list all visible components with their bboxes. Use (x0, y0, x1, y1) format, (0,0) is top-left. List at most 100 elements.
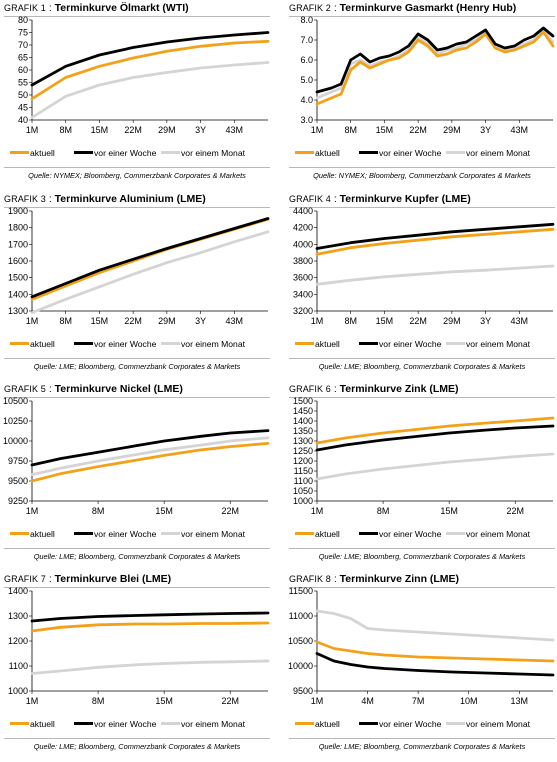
title-separator: : (333, 193, 337, 205)
legend-item: aktuell (295, 529, 340, 539)
legend-swatch (161, 342, 180, 346)
legend-label: vor einem Monat (466, 719, 531, 729)
x-tick-label: 1M (26, 125, 39, 135)
y-tick-label: 1900 (8, 206, 28, 216)
line-chart: 1000 1100 1200 1300 1400 1M 8M 15M 22M (8, 586, 270, 706)
chart-source: Quelle: NYMEX; Bloomberg, Commerzbank Co… (4, 167, 270, 180)
line-chart: 1300 1400 1500 1600 1700 1800 1900 1M 8M 15M 22M 29… (8, 206, 270, 326)
chart-title: GRAFIK 7: Terminkurve Blei (LME) (4, 573, 270, 588)
legend-swatch (359, 342, 378, 346)
title-separator: : (48, 383, 52, 395)
series-line-aktuell (315, 640, 555, 663)
legend-label: aktuell (315, 339, 340, 349)
x-tick-label: 22M (409, 125, 427, 135)
legend-label: vor einem Monat (466, 148, 531, 158)
y-tick-label: 1150 (294, 466, 313, 476)
x-tick-label: 43M (226, 125, 244, 135)
chart-title: GRAFIK 3: Terminkurve Aluminium (LME) (4, 193, 270, 208)
legend-swatch (295, 151, 314, 155)
x-tick-label: 8M (344, 125, 357, 135)
chart-source: Quelle: LME; Bloomberg, Commerzbank Corp… (289, 738, 555, 751)
x-tick-label: 3Y (195, 125, 206, 135)
y-tick-label: 1700 (8, 239, 28, 249)
y-tick-label: 11000 (289, 611, 313, 621)
chart-source: Quelle: LME; Bloomberg, Commerzbank Corp… (289, 548, 555, 561)
series-line-vor-einem-Monat (30, 61, 270, 119)
legend-swatch (359, 532, 378, 536)
y-tick-label: 70 (18, 40, 28, 50)
legend-item: aktuell (10, 529, 55, 539)
x-tick-label: 22M (124, 316, 142, 326)
x-tick-label: 22M (409, 316, 427, 326)
legend-swatch (359, 151, 378, 155)
chart-source: Quelle: NYMEX; Bloomberg, Commerzbank Co… (289, 167, 555, 180)
legend-item: vor einer Woche (359, 529, 441, 539)
legend-label: vor einem Monat (181, 719, 246, 729)
x-tick-label: 7M (412, 696, 425, 706)
legend-swatch (10, 342, 29, 346)
title-separator: : (333, 2, 337, 14)
legend-swatch (446, 151, 465, 155)
y-tick-label: 5.0 (300, 75, 313, 85)
x-tick-label: 8M (59, 125, 72, 135)
legend-label: vor einer Woche (379, 148, 442, 158)
legend-item: vor einer Woche (74, 339, 156, 349)
legend-label: vor einem Monat (181, 339, 246, 349)
legend-swatch (10, 532, 29, 536)
legend-swatch (10, 151, 29, 155)
legend-swatch (359, 722, 378, 726)
chart-title: GRAFIK 1: Terminkurve Ölmarkt (WTI) (4, 2, 270, 17)
chart-title-text: Terminkurve Kupfer (LME) (339, 193, 471, 205)
x-tick-label: 15M (376, 316, 394, 326)
x-tick-label: 29M (158, 316, 176, 326)
legend-item: vor einem Monat (446, 148, 530, 158)
legend-item: aktuell (295, 148, 340, 158)
series-line-aktuell (30, 442, 270, 483)
series-line-vor-einer-Woche (30, 31, 270, 87)
legend-item: vor einer Woche (74, 529, 156, 539)
series-line-vor-einem-Monat (315, 452, 555, 481)
legend-label: aktuell (30, 148, 55, 158)
legend-label: vor einer Woche (94, 719, 157, 729)
chart-number: GRAFIK 4 (289, 194, 331, 204)
chart-title: GRAFIK 4: Terminkurve Kupfer (LME) (289, 193, 555, 208)
y-tick-label: 65 (18, 53, 28, 63)
y-tick-label: 9500 (293, 686, 313, 696)
legend-label: aktuell (30, 339, 55, 349)
y-tick-label: 4.0 (300, 95, 313, 105)
series-line-vor-einem-Monat (30, 659, 270, 675)
y-tick-label: 1800 (8, 223, 28, 233)
line-chart: 9250 9500 9750 10000 10250 10500 1M 8M 15M 22M (3, 396, 270, 516)
y-tick-label: 1500 (293, 396, 313, 406)
chart-title: GRAFIK 6: Terminkurve Zink (LME) (289, 383, 555, 398)
x-tick-label: 1M (26, 506, 39, 516)
legend-swatch (446, 722, 465, 726)
series-line-aktuell (30, 621, 270, 633)
y-tick-label: 4000 (293, 239, 313, 249)
series-line-vor-einer-Woche (315, 652, 555, 677)
chart-number: GRAFIK 5 (4, 384, 46, 394)
chart-legend: aktuell vor einer Woche vor einem Monat (4, 148, 270, 160)
y-tick-label: 1300 (8, 306, 28, 316)
y-tick-label: 11500 (289, 586, 313, 596)
y-tick-label: 1300 (8, 611, 28, 621)
x-tick-label: 43M (511, 316, 529, 326)
line-chart: 3.0 4.0 5.0 6.0 7.0 8.0 1M 8M 15M 22M 29M 3Y 43M (300, 15, 555, 135)
chart-panel-7: GRAFIK 7: Terminkurve Blei (LME) 1000 1100… (4, 573, 270, 758)
chart-source: Quelle: LME; Bloomberg, Commerzbank Corp… (4, 738, 270, 751)
x-tick-label: 15M (440, 506, 458, 516)
legend-swatch (10, 722, 29, 726)
y-tick-label: 1600 (8, 256, 28, 266)
y-tick-label: 3200 (293, 306, 313, 316)
y-tick-label: 1100 (9, 661, 28, 671)
chart-legend: aktuell vor einer Woche vor einem Monat (4, 339, 270, 351)
chart-source: Quelle: LME; Bloomberg, Commerzbank Corp… (4, 548, 270, 561)
legend-label: vor einer Woche (379, 339, 442, 349)
title-separator: : (333, 383, 337, 395)
x-tick-label: 1M (26, 696, 39, 706)
chart-panel-2: GRAFIK 2: Terminkurve Gasmarkt (Henry Hu… (289, 2, 555, 187)
line-chart: 3200 3400 3600 3800 4000 4200 4400 1M 8M 15M 22M 29… (293, 206, 555, 326)
series-line-vor-einer-Woche (30, 611, 270, 623)
legend-item: aktuell (295, 339, 340, 349)
x-tick-label: 43M (511, 125, 529, 135)
